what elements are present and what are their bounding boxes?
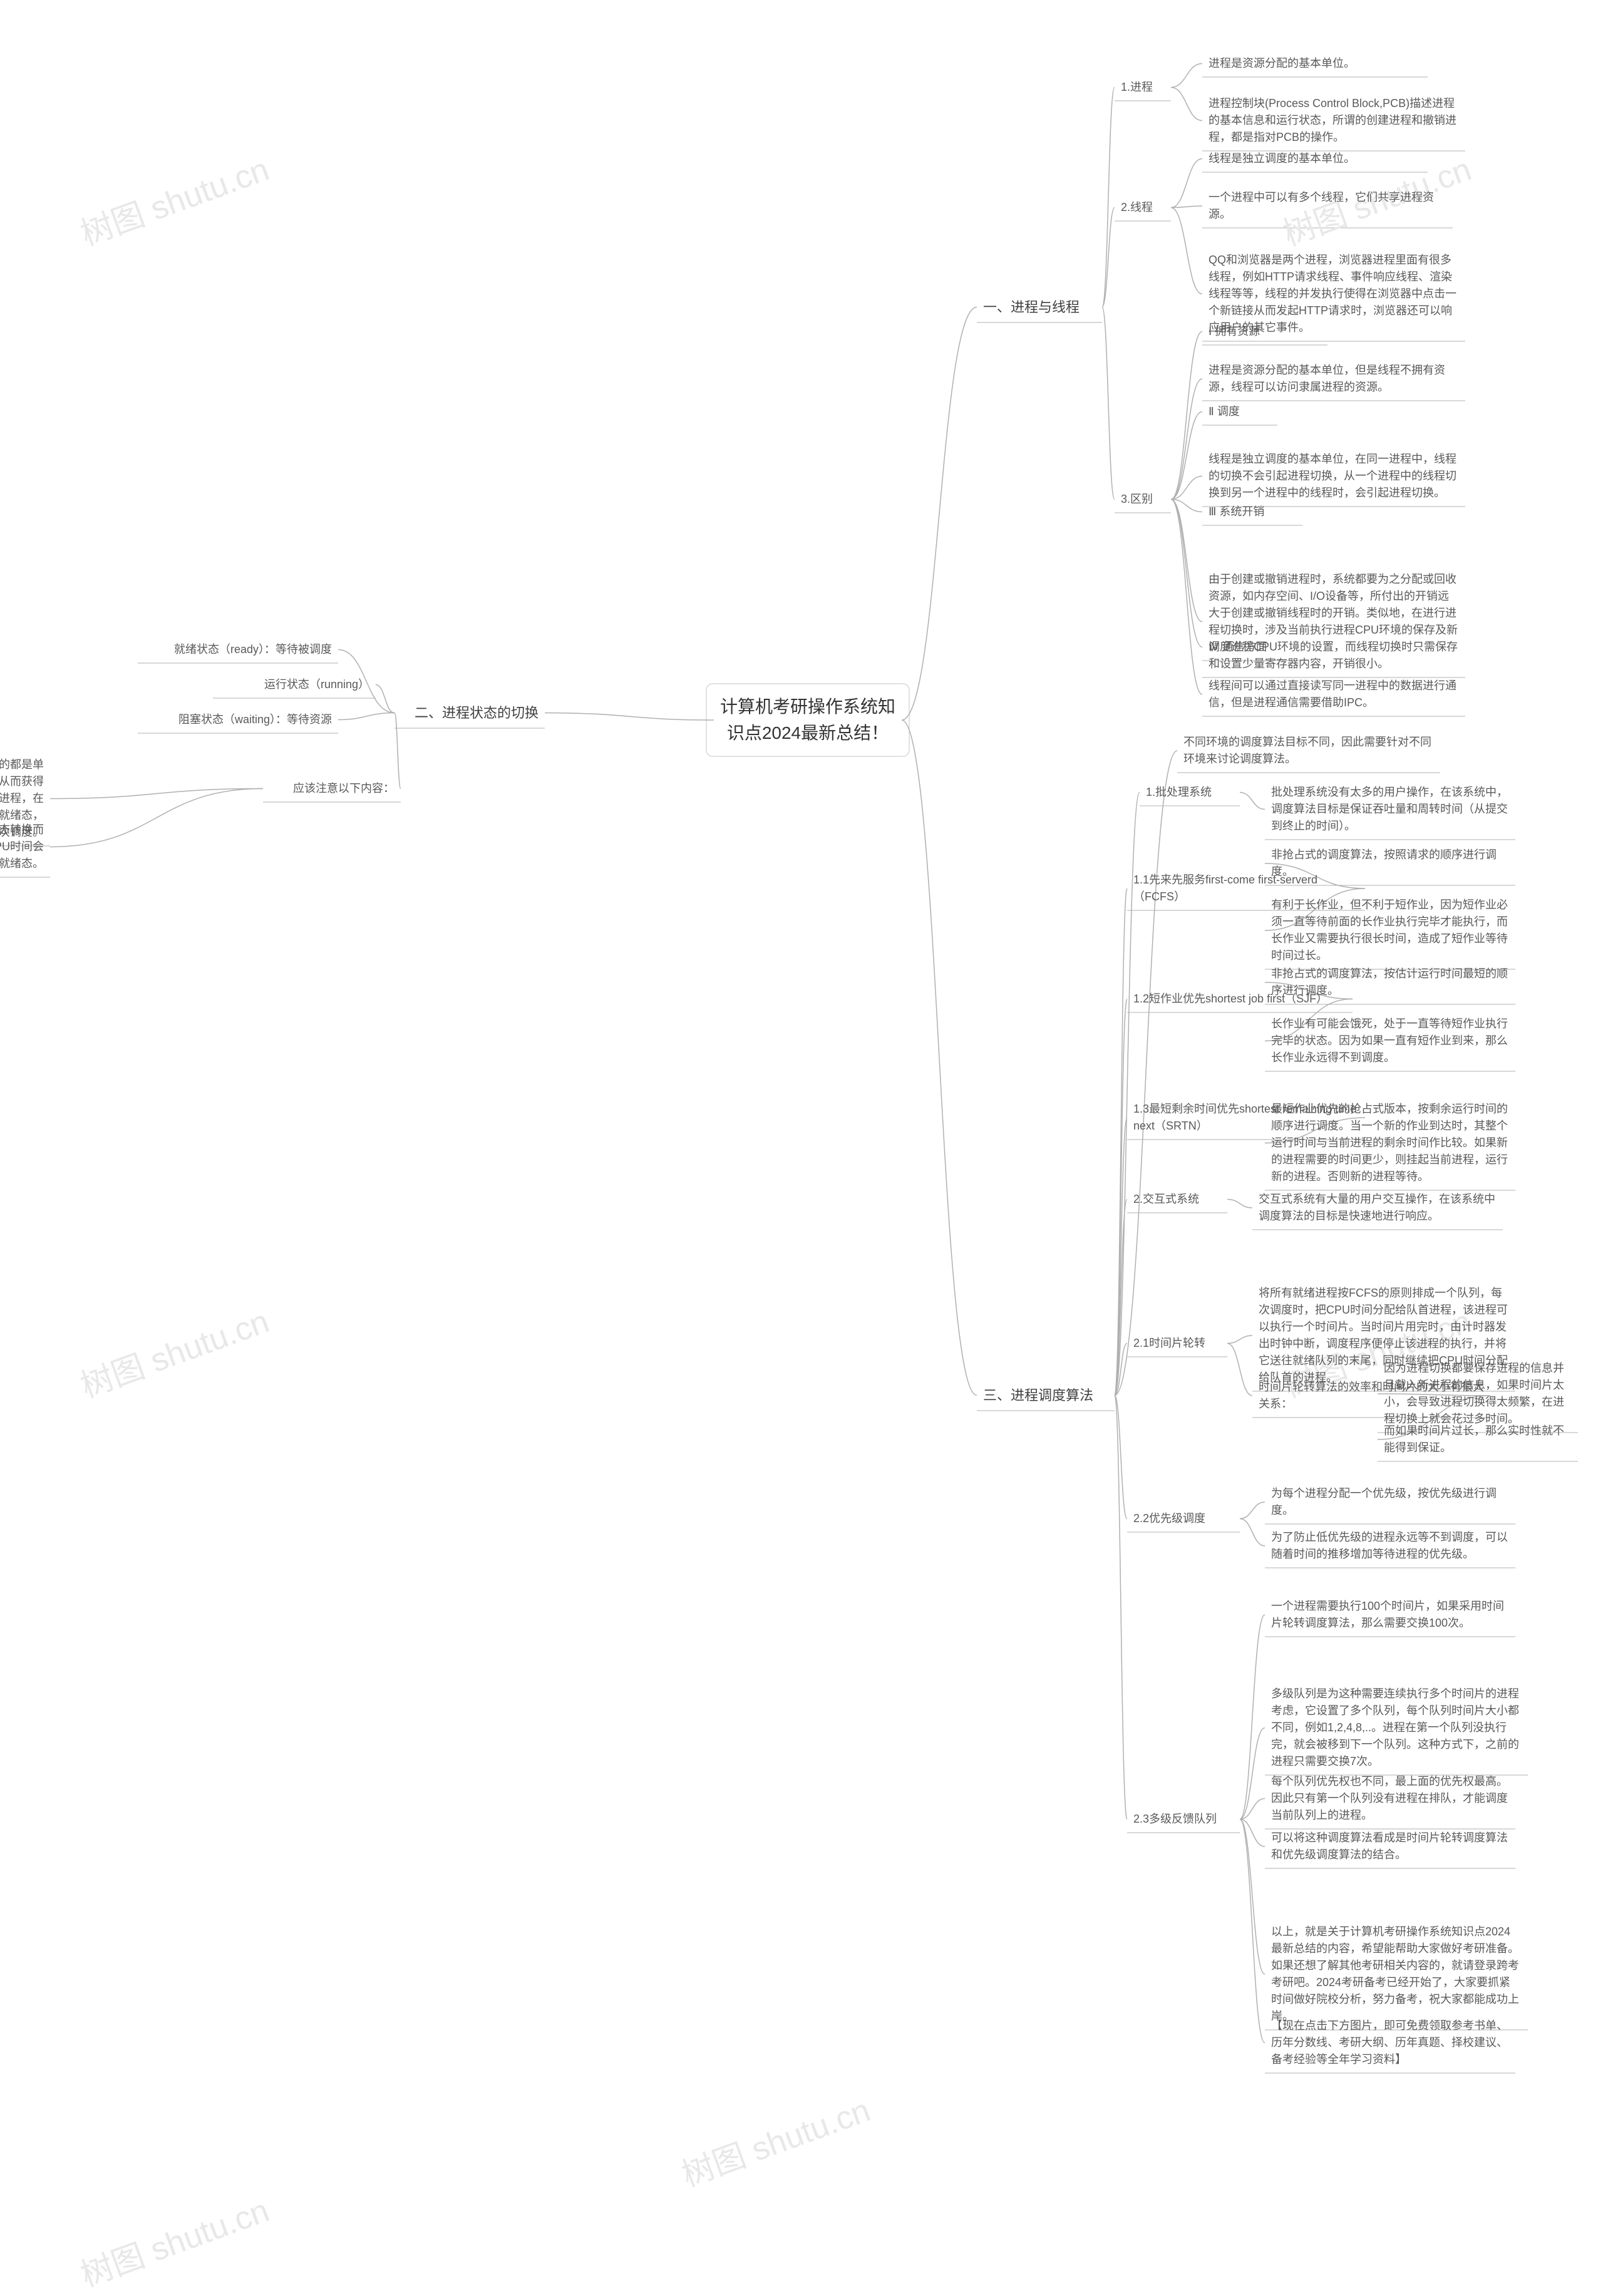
mindmap-node: 进程是资源分配的基本单位，但是线程不拥有资源，线程可以访问隶属进程的资源。 [1202, 358, 1465, 399]
watermark: 树图 shutu.cn [73, 1295, 275, 1406]
mindmap-node: 而如果时间片过长，那么实时性就不能得到保证。 [1378, 1419, 1578, 1460]
watermark: 树图 shutu.cn [73, 143, 275, 254]
mindmap-node: 一个进程中可以有多个线程，它们共享进程资源。 [1202, 185, 1453, 227]
mindmap-node: 多级队列是为这种需要连续执行多个时间片的进程考虑，它设置了多个队列，每个队列时间… [1265, 1682, 1528, 1774]
mindmap-node: 线程间可以通过直接读写同一进程中的数据进行通信，但是进程通信需要借助IPC。 [1202, 674, 1465, 715]
mindmap-node: 3.区别 [1115, 487, 1171, 512]
watermark: 树图 shutu.cn [73, 2184, 275, 2295]
mindmap-node: 有利于长作业，但不利于短作业，因为短作业必须一直等待前面的长作业执行完毕才能执行… [1265, 893, 1515, 968]
mindmap-node: 二、进程状态的切换 [394, 699, 545, 727]
mindmap-node: 2.交互式系统 [1127, 1187, 1227, 1212]
mindmap-node: Ⅳ 通信方面 [1202, 635, 1302, 659]
mindmap-node: 阻塞状态是缺少需要的资源从而由运行态转换而来，但是该资源不包括CPU时间，缺少C… [0, 818, 50, 876]
mindmap-node: 1.进程 [1115, 75, 1171, 100]
mindmap-node: 三、进程调度算法 [977, 1381, 1115, 1409]
mindmap-node: 线程是独立调度的基本单位，在同一进程中，线程的切换不会引起进程切换，从一个进程中… [1202, 447, 1465, 505]
mindmap-node: 每个队列优先权也不同，最上面的优先权最高。因此只有第一个队列没有进程在排队，才能… [1265, 1769, 1515, 1828]
mindmap-node: 阻塞状态（waiting）：等待资源 [138, 708, 338, 732]
mindmap-node: 就绪状态（ready）：等待被调度 [138, 637, 338, 662]
mindmap-node: 2.3多级反馈队列 [1127, 1807, 1240, 1831]
watermark: 树图 shutu.cn [674, 2084, 876, 2195]
mindmap-node: Ⅲ 系统开销 [1202, 500, 1302, 524]
mindmap-node: 2.线程 [1115, 195, 1171, 220]
mindmap-node: 由于创建或撤销进程时，系统都要为之分配或回收资源，如内存空间、I/O设备等，所付… [1202, 567, 1465, 676]
mindmap-node: 为了防止低优先级的进程永远等不到调度，可以随着时间的推移增加等待进程的优先级。 [1265, 1525, 1515, 1567]
mindmap-node: 非抢占式的调度算法，按照请求的顺序进行调度。 [1265, 843, 1515, 884]
mindmap-node: 1.批处理系统 [1140, 780, 1240, 805]
mindmap-node: 2.1时间片轮转 [1127, 1331, 1227, 1356]
mindmap-node: 以上，就是关于计算机考研操作系统知识点2024最新总结的内容，希望能帮助大家做好… [1265, 1920, 1528, 2029]
mindmap-node: 非抢占式的调度算法，按估计运行时间最短的顺序进行调度。 [1265, 962, 1515, 1003]
mindmap-node: 运行状态（running） [213, 672, 376, 697]
mindmap-node: 可以将这种调度算法看成是时间片轮转调度算法和优先级调度算法的结合。 [1265, 1826, 1515, 1867]
mindmap-node: 最短作业优先的抢占式版本，按剩余运行时间的顺序进行调度。当一个新的作业到达时，其… [1265, 1097, 1515, 1189]
mindmap-node: Ⅰ 拥有资源 [1202, 319, 1327, 344]
mindmap-node: 【现在点击下方图片，即可免费领取参考书单、历年分数线、考研大纲、历年真题、择校建… [1265, 2014, 1515, 2072]
mindmap-node: 批处理系统没有太多的用户操作，在该系统中，调度算法目标是保证吞吐量和周转时间（从… [1265, 780, 1515, 838]
mindmap-root: 计算机考研操作系统知识点2024最新总结！ [714, 690, 902, 750]
mindmap-node: 进程是资源分配的基本单位。 [1202, 51, 1428, 76]
mindmap-node: 为每个进程分配一个优先级，按优先级进行调度。 [1265, 1481, 1515, 1523]
mindmap-node: 2.2优先级调度 [1127, 1506, 1240, 1531]
mindmap-node: 一个进程需要执行100个时间片，如果采用时间片轮转调度算法，那么需要交换100次… [1265, 1594, 1515, 1635]
mindmap-node: 一、进程与线程 [977, 293, 1102, 321]
mindmap-node: 进程控制块(Process Control Block,PCB)描述进程的基本信… [1202, 91, 1465, 150]
mindmap-node: Ⅱ 调度 [1202, 399, 1277, 424]
mindmap-node: 线程是独立调度的基本单位。 [1202, 147, 1428, 171]
mindmap-node: 交互式系统有大量的用户交互操作，在该系统中调度算法的目标是快速地进行响应。 [1252, 1187, 1503, 1228]
mindmap-node: 不同环境的调度算法目标不同，因此需要针对不同环境来讨论调度算法。 [1177, 730, 1440, 771]
mindmap-node: 应该注意以下内容： [263, 776, 401, 801]
mindmap-node: 长作业有可能会饿死，处于一直等待短作业执行完毕的状态。因为如果一直有短作业到来，… [1265, 1012, 1515, 1070]
